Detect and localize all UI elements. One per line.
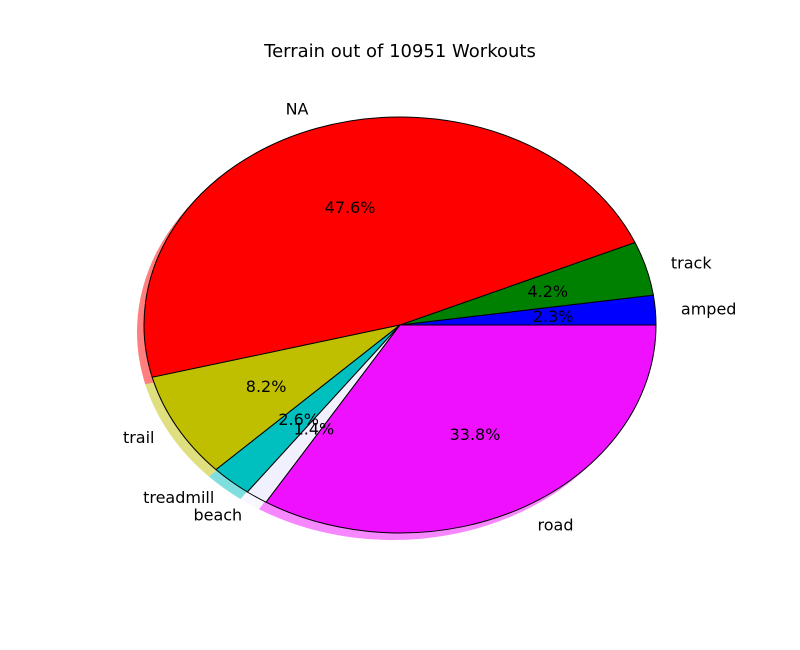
slice-label-beach: beach [193, 506, 242, 525]
pie-labels: amped 2.3% track 4.2% NA 47.6% trail 8.2% treadm… [123, 100, 736, 535]
slice-pct-beach: 1.4% [294, 419, 335, 438]
slice-pct-road: 33.8% [450, 425, 501, 444]
slice-pct-amped: 2.3% [533, 307, 574, 326]
pie-slices [143, 116, 657, 534]
slice-pct-treadmill: 2.6% [278, 410, 319, 429]
slice-label-trail: trail [123, 428, 155, 447]
slice-trail [151, 324, 401, 471]
chart-title: Terrain out of 10951 Workouts [263, 41, 536, 62]
slice-pct-na: 47.6% [325, 198, 376, 217]
slice-pct-track: 4.2% [527, 282, 568, 301]
slice-label-track: track [671, 254, 712, 273]
slice-label-na: NA [286, 100, 309, 119]
slice-na [143, 116, 636, 378]
slice-label-treadmill: treadmill [143, 488, 214, 507]
slice-label-road: road [538, 516, 574, 535]
slice-pct-trail: 8.2% [246, 377, 287, 396]
slice-label-amped: amped [681, 300, 737, 319]
slice-road [265, 324, 657, 534]
